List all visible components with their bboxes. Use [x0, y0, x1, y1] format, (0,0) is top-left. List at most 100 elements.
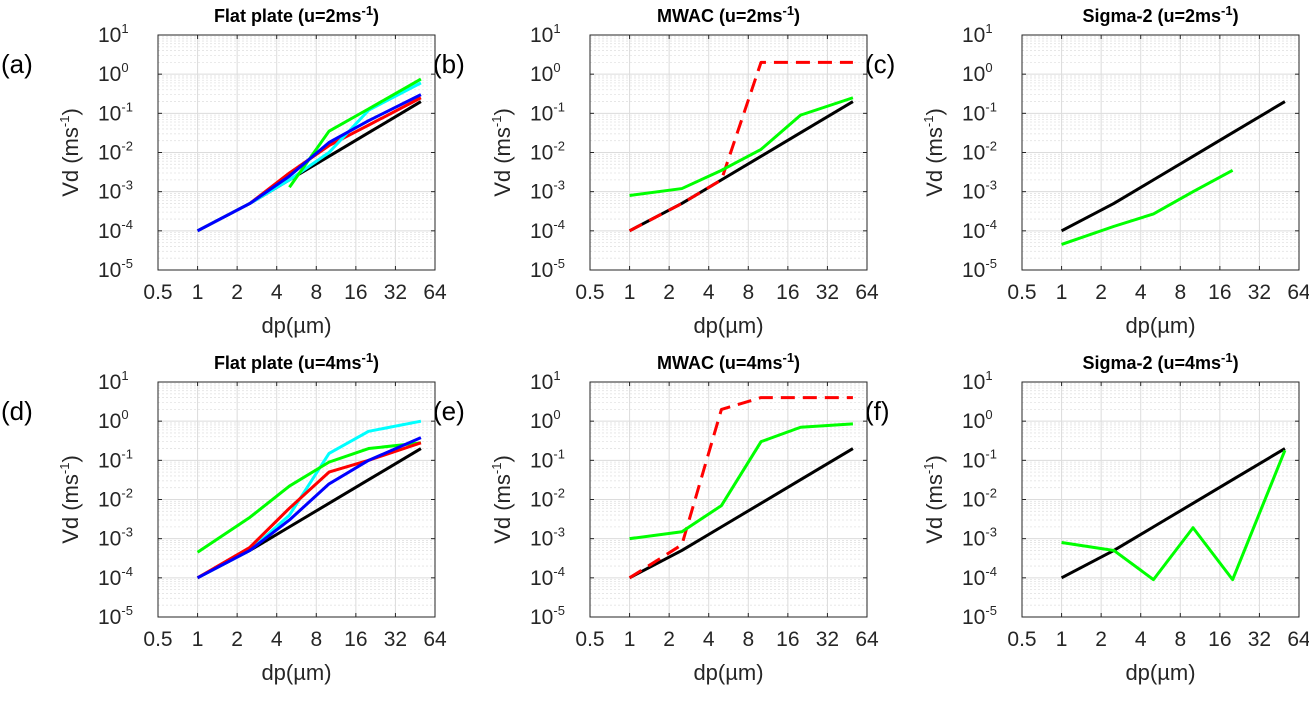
x-tick-label: 16 [344, 281, 367, 304]
x-tick-label: 1 [624, 628, 636, 651]
x-tick-label: 2 [1095, 281, 1107, 304]
y-tick-label: 100 [962, 407, 993, 433]
panel-label: (e) [433, 396, 465, 426]
panel-title: Flat plate (u=4ms-1) [214, 350, 379, 373]
series-group [1060, 447, 1287, 582]
panel-label: (f) [865, 396, 890, 426]
y-tick-label: 100 [962, 60, 993, 86]
y-axis-label: Vd (ms-1) [489, 108, 515, 197]
y-axis-label: Vd (ms-1) [921, 108, 947, 197]
series-group [196, 77, 422, 233]
x-tick-label: 16 [1208, 628, 1231, 651]
x-tick-label: 4 [703, 628, 715, 651]
x-tick-label: 0.5 [143, 281, 172, 304]
x-axis-label: dp(µm) [693, 660, 763, 685]
y-tick-label: 10-4 [98, 217, 133, 243]
y-tick-label: 10-1 [962, 99, 997, 125]
x-tick-label: 2 [231, 628, 243, 651]
x-tick-label: 64 [423, 281, 447, 304]
x-tick-label: 16 [1208, 281, 1231, 304]
panel-a: 0.5 1 2 4 8 16 32 64 10-5 10-4 10-3 10-2 10-1 100 101 d… [1, 3, 447, 338]
series-line-red-dashed [628, 396, 853, 580]
x-tick-label: 4 [271, 628, 283, 651]
y-axis-label: Vd (ms-1) [489, 455, 515, 544]
x-tick-label: 64 [1287, 281, 1309, 304]
panel-label: (b) [433, 49, 465, 79]
series-line-black [1060, 100, 1286, 233]
x-tick-label: 32 [384, 628, 407, 651]
series-line-black [628, 447, 854, 580]
y-tick-label: 101 [530, 368, 561, 394]
y-tick-label: 10-5 [98, 256, 133, 282]
series-line-green [629, 422, 854, 541]
series-line-green [629, 96, 854, 197]
panel-title: MWAC (u=4ms-1) [657, 350, 800, 373]
x-axis-label: dp(µm) [693, 313, 763, 338]
y-tick-label: 10-5 [530, 603, 565, 629]
x-tick-label: 2 [231, 281, 243, 304]
x-tick-label: 8 [1174, 281, 1186, 304]
y-tick-label: 10-2 [962, 486, 997, 512]
series-group [196, 419, 422, 580]
x-tick-label: 8 [310, 628, 322, 651]
x-tick-label: 0.5 [1007, 628, 1036, 651]
y-tick-label: 10-2 [98, 486, 133, 512]
series-line-green [1061, 449, 1287, 582]
y-tick-label: 10-2 [530, 139, 565, 165]
x-tick-label: 1 [624, 281, 636, 304]
x-tick-label: 0.5 [575, 281, 604, 304]
series-line-green [1061, 169, 1234, 246]
x-tick-label: 4 [1135, 628, 1147, 651]
x-axis-label: dp(µm) [261, 313, 331, 338]
series-line-blue [196, 93, 422, 233]
x-tick-label: 16 [776, 281, 799, 304]
y-tick-label: 10-1 [530, 99, 565, 125]
x-tick-label: 1 [192, 281, 204, 304]
y-tick-label: 10-4 [530, 217, 565, 243]
x-tick-label: 32 [1248, 281, 1271, 304]
x-tick-label: 64 [855, 281, 879, 304]
series-line-blue [196, 436, 422, 580]
y-tick-label: 10-4 [98, 564, 133, 590]
series-group [628, 60, 854, 233]
y-tick-label: 100 [530, 407, 561, 433]
y-tick-label: 101 [98, 368, 129, 394]
x-tick-label: 64 [423, 628, 447, 651]
y-tick-label: 10-2 [530, 486, 565, 512]
panel-label: (d) [1, 396, 33, 426]
x-tick-label: 32 [384, 281, 407, 304]
y-tick-label: 10-3 [530, 178, 565, 204]
x-axis-label: dp(µm) [1125, 313, 1195, 338]
x-tick-label: 4 [703, 281, 715, 304]
x-tick-label: 4 [1135, 281, 1147, 304]
y-tick-label: 10-4 [962, 217, 997, 243]
panel-title: Flat plate (u=2ms-1) [214, 3, 379, 26]
x-tick-label: 16 [776, 628, 799, 651]
y-tick-label: 10-3 [962, 525, 997, 551]
y-tick-label: 10-5 [98, 603, 133, 629]
panel-d: 0.5 1 2 4 8 16 32 64 10-5 10-4 10-3 10-2 10-1 100 101 d… [1, 350, 447, 685]
y-tick-label: 101 [962, 368, 993, 394]
x-tick-label: 2 [1095, 628, 1107, 651]
series-line-red-dashed [628, 60, 853, 233]
x-tick-label: 1 [1056, 628, 1068, 651]
series-line-green [196, 441, 422, 554]
y-tick-label: 10-5 [962, 603, 997, 629]
panel-label: (c) [865, 49, 895, 79]
y-tick-label: 10-1 [530, 446, 565, 472]
y-axis-label: Vd (ms-1) [57, 108, 83, 197]
panel-c: 0.5 1 2 4 8 16 32 64 10-5 10-4 10-3 10-2 10-1 100 101 d… [865, 3, 1309, 338]
y-tick-label: 10-1 [962, 446, 997, 472]
x-tick-label: 16 [344, 628, 367, 651]
x-tick-label: 32 [1248, 628, 1271, 651]
x-tick-label: 0.5 [1007, 281, 1036, 304]
x-tick-label: 8 [1174, 628, 1186, 651]
panel-title: Sigma-2 (u=2ms-1) [1082, 3, 1238, 26]
y-tick-label: 10-1 [98, 446, 133, 472]
y-tick-label: 10-3 [530, 525, 565, 551]
y-tick-label: 10-3 [98, 525, 133, 551]
panel-title: MWAC (u=2ms-1) [657, 3, 800, 26]
y-axis-label: Vd (ms-1) [921, 455, 947, 544]
x-tick-label: 4 [271, 281, 283, 304]
